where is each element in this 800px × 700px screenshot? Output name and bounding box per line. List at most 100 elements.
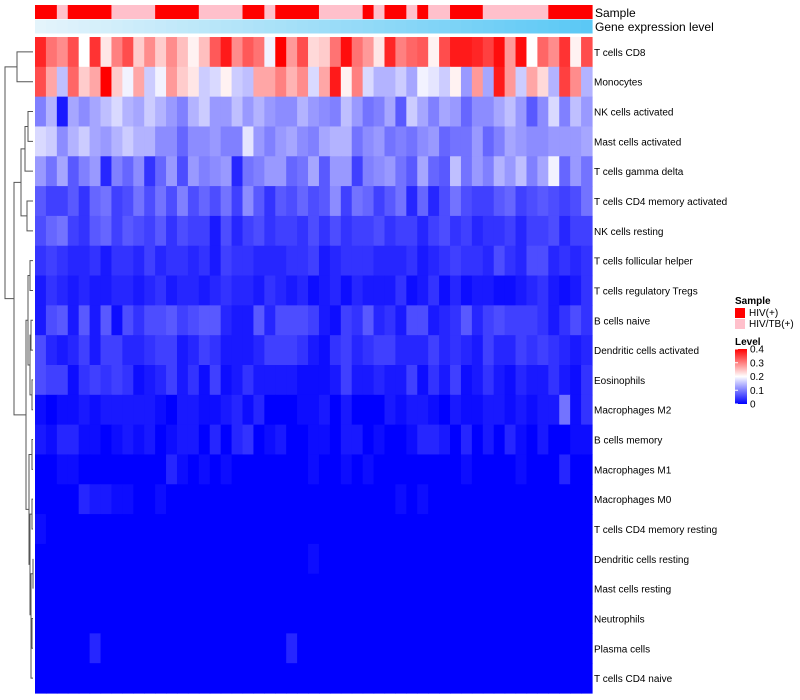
heatmap-cell <box>89 365 102 396</box>
heatmap-cell <box>417 245 429 277</box>
heatmap-cell <box>482 156 495 187</box>
heatmap-cell <box>122 633 134 664</box>
heatmap-cell <box>67 186 80 217</box>
heatmap-cell <box>439 424 451 456</box>
heatmap-cell <box>340 37 353 68</box>
heatmap-cell <box>515 275 528 306</box>
heatmap-cell <box>231 245 244 277</box>
heatmap-cell <box>581 275 593 306</box>
heatmap-cell <box>155 126 167 157</box>
heatmap-cell <box>460 156 473 187</box>
heatmap-cell <box>297 186 309 217</box>
row-label: T cells CD4 memory resting <box>594 525 717 536</box>
sample-annotation-cell <box>297 5 309 19</box>
heatmap-cell <box>460 424 473 456</box>
heatmap-cell <box>450 394 462 426</box>
heatmap-cell <box>373 454 386 485</box>
heatmap-cell <box>373 424 386 456</box>
heatmap-cell <box>504 335 517 366</box>
heatmap-cell <box>362 245 375 277</box>
heatmap-cell <box>297 96 309 128</box>
heatmap-cell <box>166 514 178 545</box>
heatmap-cell <box>428 633 440 664</box>
heatmap-cell <box>450 215 462 247</box>
row-label: Plasma cells <box>594 644 650 655</box>
heatmap-cell <box>155 394 167 426</box>
heatmap-cell <box>297 37 309 68</box>
heatmap-cell <box>275 305 287 336</box>
heatmap-cell <box>395 603 407 634</box>
heatmap-cell <box>471 126 484 157</box>
sample-annotation-cell <box>471 5 484 19</box>
heatmap-cell <box>515 573 528 605</box>
heatmap-cell <box>133 394 145 426</box>
heatmap-cell <box>286 305 298 336</box>
heatmap-cell <box>471 394 484 426</box>
heatmap-cell <box>100 275 113 306</box>
heatmap-cell <box>133 186 145 217</box>
heatmap-cell <box>231 394 244 426</box>
heatmap-cell <box>209 543 222 575</box>
heatmap-cell <box>111 514 123 545</box>
row-label: Neutrophils <box>594 614 645 625</box>
heatmap-cell <box>515 633 528 664</box>
heatmap-cell <box>209 573 222 605</box>
heatmap-cell <box>450 37 462 68</box>
heatmap-cell <box>471 186 484 217</box>
heatmap-cell <box>504 37 517 68</box>
heatmap-cell <box>144 66 156 98</box>
heatmap-cell <box>67 603 80 634</box>
heatmap-cell <box>460 573 473 605</box>
sample-annotation-cell <box>56 5 69 19</box>
expression-annotation-cell <box>515 19 528 34</box>
heatmap-cell <box>581 66 593 98</box>
heatmap-cell <box>362 37 375 68</box>
expression-annotation-cell <box>417 19 429 34</box>
heatmap-cell <box>548 215 560 247</box>
sample-annotation-cell <box>351 5 364 19</box>
heatmap-cell <box>351 186 364 217</box>
heatmap-cell <box>253 335 265 366</box>
expression-annotation-cell <box>242 19 255 34</box>
heatmap-cell <box>384 186 397 217</box>
heatmap-cell <box>406 484 418 515</box>
heatmap-cell <box>340 394 353 426</box>
heatmap-cell <box>504 543 517 575</box>
heatmap-cell <box>198 484 211 515</box>
heatmap-cell <box>286 66 298 98</box>
heatmap-cell <box>406 603 418 634</box>
heatmap-cell <box>209 394 222 426</box>
heatmap-cell <box>526 454 538 485</box>
heatmap-cell <box>395 186 407 217</box>
heatmap-cell <box>373 126 386 157</box>
heatmap-cell <box>89 126 102 157</box>
heatmap-cell <box>471 37 484 68</box>
heatmap-cell <box>493 126 506 157</box>
heatmap-cell <box>308 305 320 336</box>
heatmap-cell <box>122 305 134 336</box>
heatmap-cell <box>231 275 244 306</box>
heatmap-cell <box>559 37 571 68</box>
heatmap-cell <box>504 663 517 694</box>
heatmap-cell <box>187 454 200 485</box>
heatmap-cell <box>253 126 265 157</box>
heatmap-cell <box>198 603 211 634</box>
sample-annotation-cell <box>308 5 320 19</box>
sample-annotation-cell <box>340 5 353 19</box>
legend-tick-label: 0 <box>750 400 756 411</box>
heatmap-cell <box>559 215 571 247</box>
heatmap-cell <box>384 424 397 456</box>
heatmap-cell <box>67 633 80 664</box>
heatmap-cell <box>155 603 167 634</box>
heatmap-cell <box>362 484 375 515</box>
row-label: T cells CD4 memory activated <box>594 197 727 208</box>
heatmap-cell <box>460 543 473 575</box>
heatmap-cell <box>144 305 156 336</box>
sample-annotation-cell <box>362 5 375 19</box>
heatmap-cell <box>504 394 517 426</box>
row-label: Macrophages M1 <box>594 465 672 476</box>
heatmap-cell <box>439 603 451 634</box>
heatmap-cells <box>35 37 593 694</box>
heatmap-cell <box>198 394 211 426</box>
heatmap-cell <box>122 365 134 396</box>
